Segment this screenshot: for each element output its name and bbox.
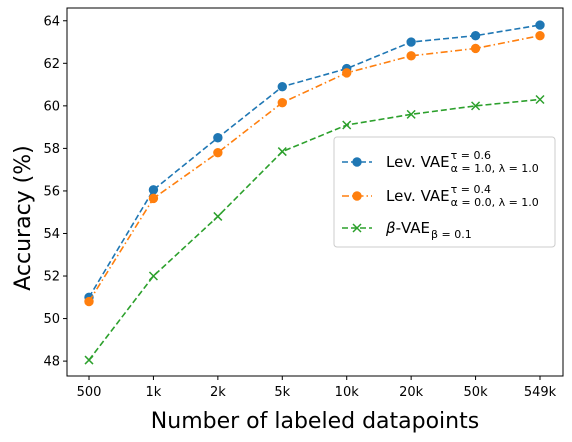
x-tick-label-549k: 549k	[524, 385, 557, 400]
legend-sup-2: τ = 0.4	[451, 183, 491, 196]
series-3-point-8	[535, 94, 545, 104]
series-1-line	[88, 24, 541, 298]
legend-entry-2: Lev. VAE τ = 0.4α = 0.0, λ = 1.0	[342, 183, 539, 209]
y-tick-label-60: 60	[43, 99, 60, 114]
y-tick-label-64: 64	[43, 14, 60, 29]
series-2-point-2	[148, 193, 159, 204]
series-3-point-4-stroke-b	[277, 147, 287, 157]
y-tick-label-52: 52	[43, 270, 60, 285]
legend-marker-3	[352, 223, 362, 233]
y-tick-label-54: 54	[43, 227, 60, 242]
y-tick-label-58: 58	[43, 142, 60, 157]
legend-label-2: Lev. VAE	[386, 187, 450, 205]
legend-marker-3-stroke-b	[352, 223, 362, 233]
axes: 48 50 52 54 56 58 60 62 64 500 1k 2k 5k 10k 20k 50k 549k	[43, 7, 564, 400]
y-tick-label-62: 62	[43, 57, 60, 72]
series-2-point-6	[406, 51, 416, 61]
series-1-point-8	[535, 20, 545, 30]
x-tick-label-500: 500	[77, 385, 102, 400]
series-3-point-7-stroke-b	[471, 101, 481, 111]
series-1-point-3	[213, 133, 223, 143]
legend-sub-3: β = 0.1	[431, 228, 472, 241]
series-1-point-2	[148, 185, 159, 195]
x-tick-label-5k: 5k	[274, 385, 290, 400]
x-tick-label-2k: 2k	[210, 385, 226, 400]
series-2	[84, 30, 545, 307]
series-1-point-6	[406, 37, 416, 47]
y-axis-label: Accuracy (%)	[11, 145, 36, 291]
legend-sub-1: α = 1.0, λ = 1.0	[451, 162, 539, 175]
series-3-point-6-stroke-b	[406, 109, 416, 119]
y-tick-label-48: 48	[43, 355, 60, 370]
series-3-line	[88, 98, 541, 361]
legend-box	[333, 136, 556, 248]
series-1-point-4	[277, 82, 287, 92]
y-tick-label-50: 50	[43, 312, 60, 327]
y-tick-label-56: 56	[43, 184, 60, 199]
x-tick-label-50k: 50k	[464, 385, 489, 400]
legend-entry-1: Lev. VAE τ = 0.6α = 1.0, λ = 1.0	[342, 149, 539, 175]
series-3-point-3	[213, 211, 223, 221]
series-3-point-7	[471, 101, 481, 111]
series-2-point-8	[535, 30, 545, 41]
x-tick-label-10k: 10k	[335, 385, 360, 400]
series-3-point-5-stroke-b	[342, 120, 352, 130]
series-3-point-8-stroke-b	[535, 94, 545, 104]
legend-label-3: β-VAE	[385, 219, 430, 237]
series-2-point-1	[84, 296, 94, 307]
legend-sup-1: τ = 0.6	[451, 149, 491, 162]
series-2-point-5	[342, 68, 352, 78]
series-3-point-3-stroke-b	[213, 211, 223, 221]
legend-entry-3: β-VAE β = 0.1	[342, 219, 472, 241]
series-2-point-4	[277, 97, 287, 108]
series-1-point-7	[470, 30, 481, 41]
series-2-point-7	[470, 43, 481, 54]
legend-label-1: Lev. VAE	[386, 153, 450, 171]
x-tick-label-1k: 1k	[146, 385, 162, 400]
series-3-point-5	[342, 120, 352, 130]
series-3-point-6	[406, 109, 416, 119]
axes-frame	[66, 7, 564, 377]
series-3	[84, 94, 545, 365]
x-tick-label-20k: 20k	[399, 385, 424, 400]
series-3-point-2-stroke-b	[148, 271, 158, 281]
series-3-point-1-stroke-b	[84, 355, 94, 365]
x-axis-label: Number of labeled datapoints	[151, 409, 479, 434]
series-2-line	[88, 34, 541, 302]
series-3-point-4	[277, 147, 287, 157]
legend-marker-2	[352, 191, 362, 201]
series-3-point-1	[84, 355, 94, 365]
legend-marker-1	[352, 157, 362, 167]
series-3-point-2	[148, 271, 158, 281]
plot-area	[84, 20, 545, 365]
series-2-point-3	[213, 147, 223, 158]
legend-sub-2: α = 0.0, λ = 1.0	[451, 196, 539, 209]
